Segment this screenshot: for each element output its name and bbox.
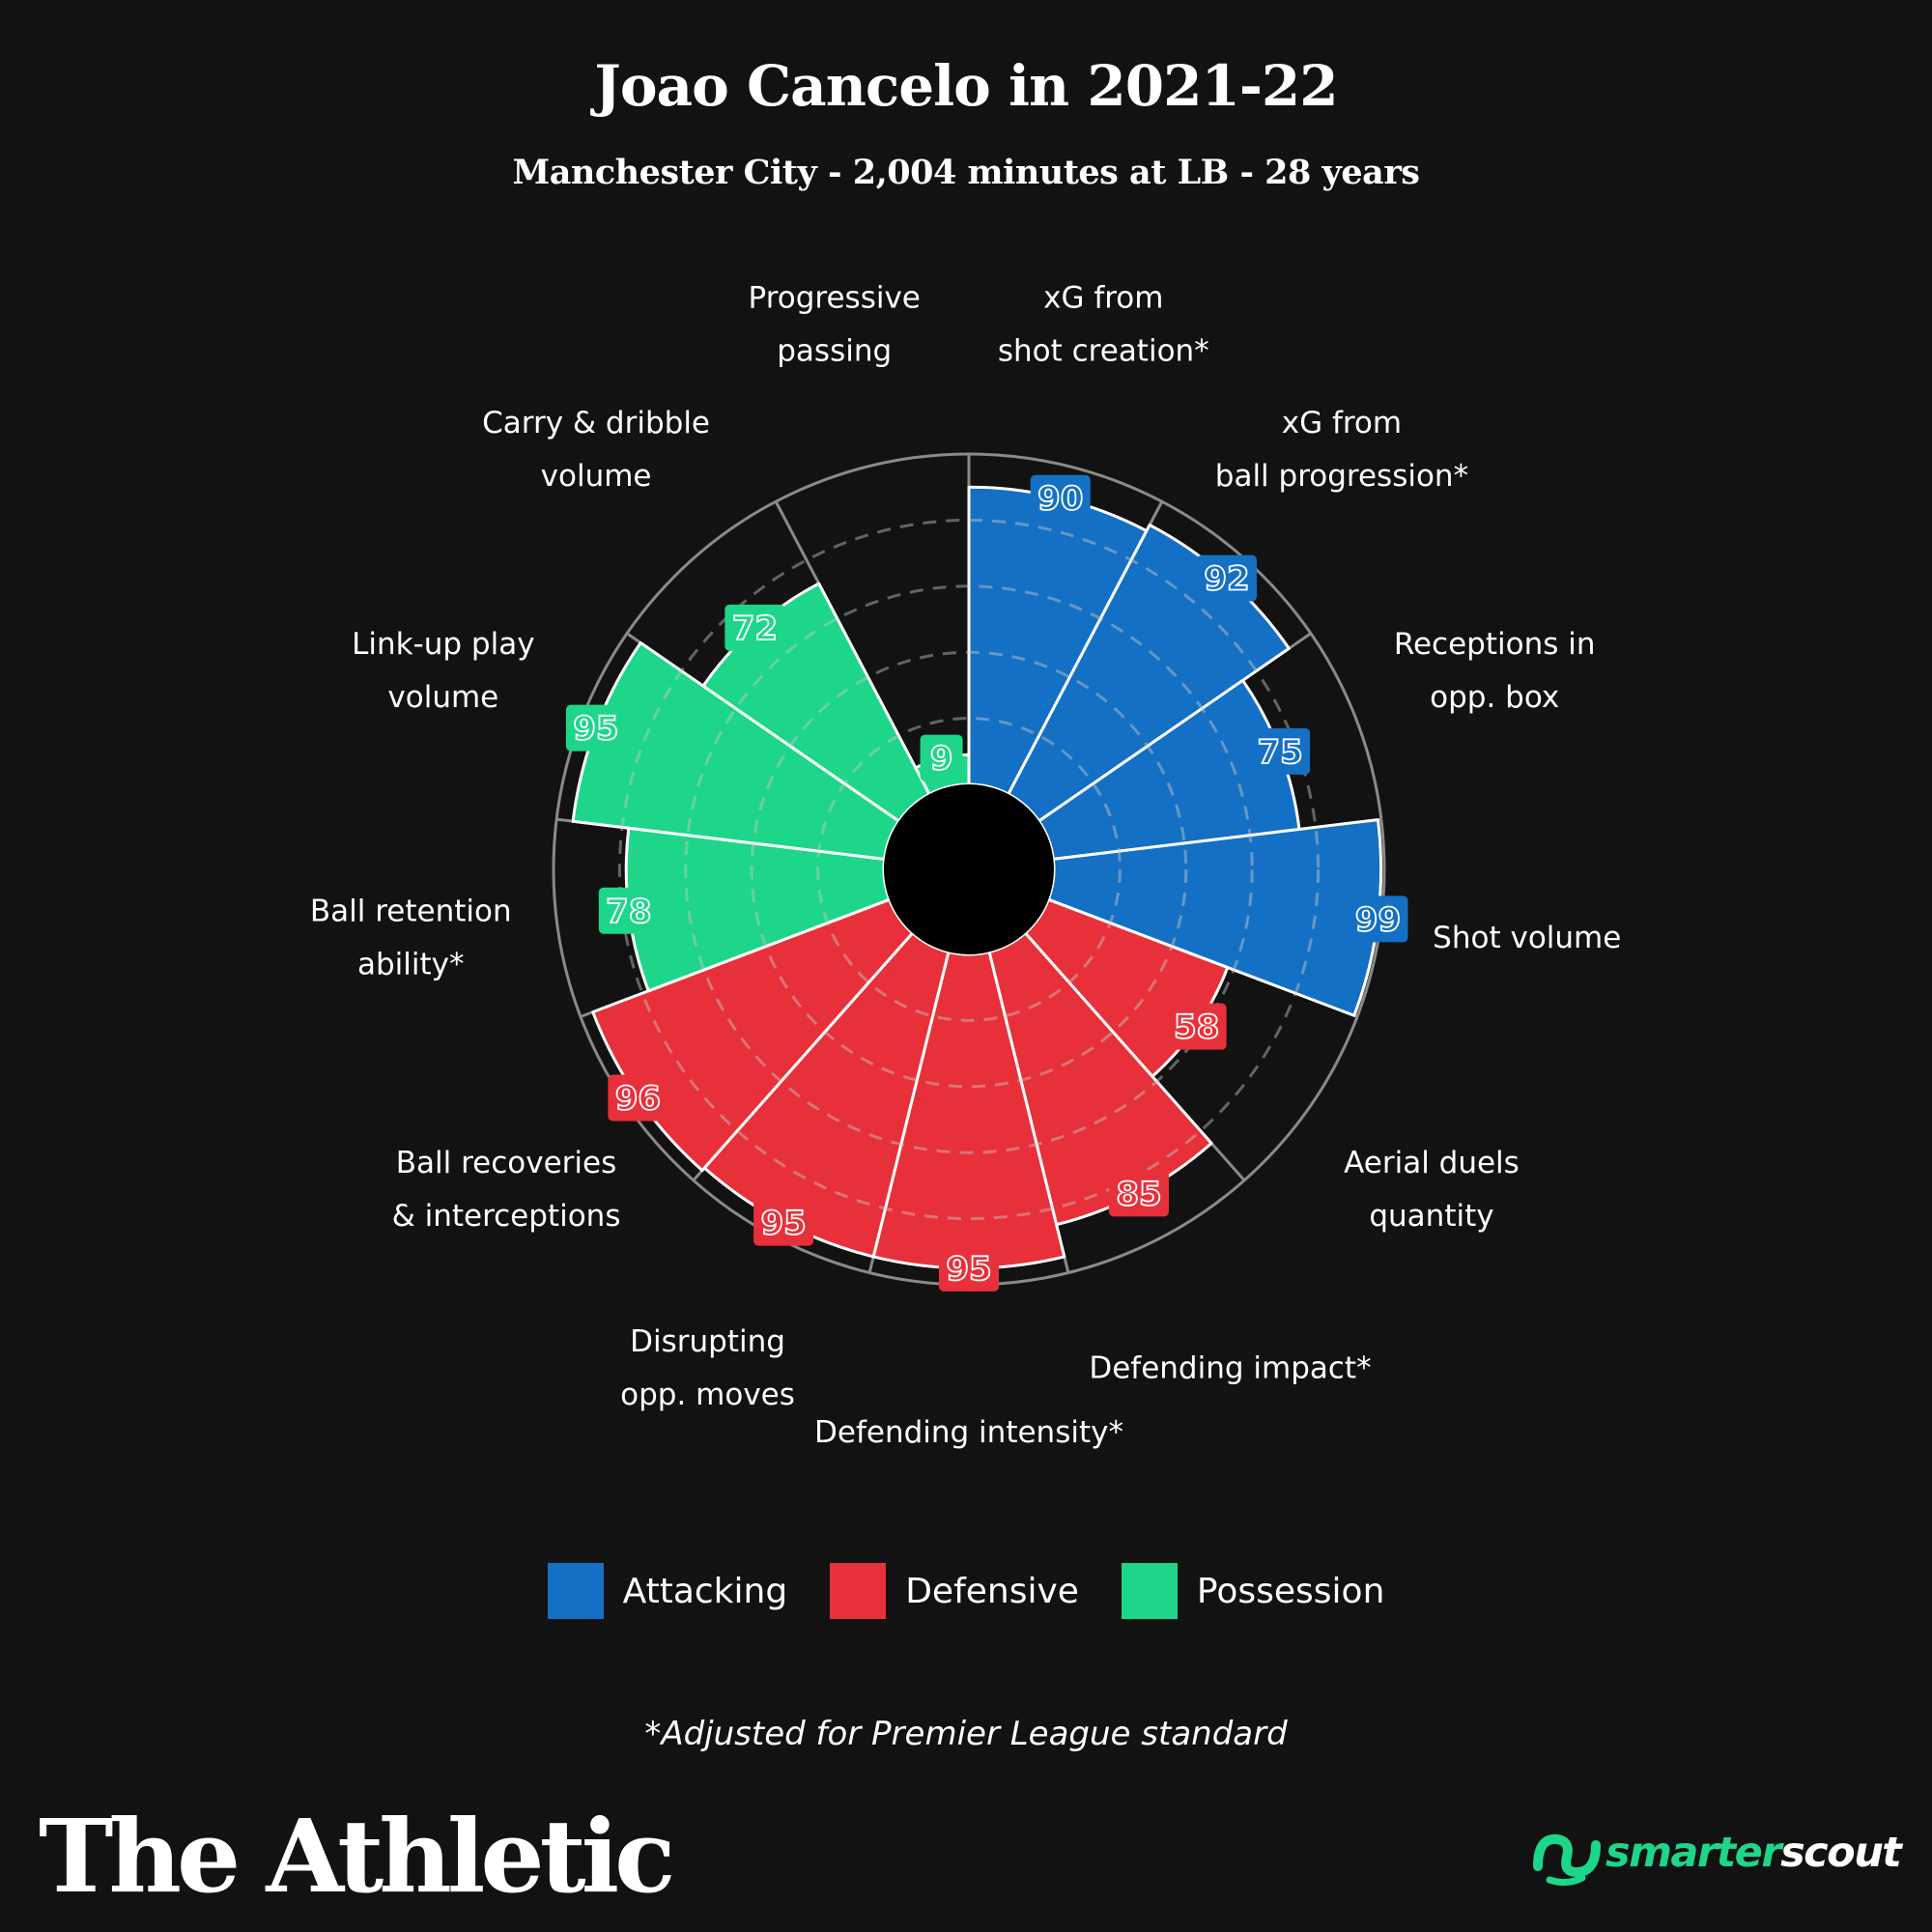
category-label-2: xG from ball progression*: [1215, 406, 1468, 494]
bar-4: [1046, 818, 1383, 1017]
category-label-line: volume: [541, 459, 652, 494]
grid-ring-60: [684, 584, 1254, 1154]
value-badge-8: [753, 1199, 814, 1246]
category-label-line: & interceptions: [392, 1199, 621, 1234]
grid-ring-80: [617, 518, 1321, 1221]
category-label-line: opp. moves: [620, 1378, 795, 1412]
value-label-2: 92: [1204, 560, 1249, 599]
smarterscout-icon: [1533, 1833, 1601, 1887]
legend-item-possession: Possession: [1121, 1563, 1385, 1619]
category-label-line: Shot volume: [1433, 921, 1621, 955]
value-badge-10: [598, 887, 659, 934]
value-badge-11: [565, 704, 626, 752]
category-label-6: Defending impact*: [1089, 1350, 1371, 1385]
center-hole: [884, 784, 1054, 954]
category-label-1: xG from shot creation*: [998, 280, 1209, 368]
category-label-line: Disrupting: [630, 1324, 785, 1359]
value-badge-9: [608, 1074, 668, 1122]
footnote: *Adjusted for Premier League standard: [644, 1715, 1288, 1753]
value-badge-4: [1348, 895, 1408, 943]
value-badge-12: [724, 604, 785, 651]
value-label-4: 99: [1355, 900, 1401, 939]
category-label-line: opp. box: [1430, 680, 1559, 715]
legend-swatch-possession: [1121, 1563, 1178, 1619]
category-label-13: Progressive passing: [749, 280, 921, 368]
value-badge-13: [920, 734, 963, 781]
category-label-9: Ball recoveries & interceptions: [392, 1146, 621, 1234]
legend-label-possession: Possession: [1196, 1571, 1385, 1611]
category-label-line: quantity: [1369, 1199, 1493, 1234]
category-label-10: Ball retention ability*: [310, 895, 512, 982]
category-label-4: Shot volume: [1433, 921, 1621, 955]
value-label-13: 9: [930, 740, 953, 779]
smarterscout-logo: smarter scout: [1528, 1818, 1902, 1888]
value-label-11: 95: [573, 710, 618, 749]
category-label-line: Ball recoveries: [396, 1146, 617, 1180]
category-label-5: Aerial duels quantity: [1344, 1146, 1520, 1234]
category-label-8: Disrupting opp. moves: [620, 1324, 795, 1412]
category-label-line: Progressive: [749, 280, 921, 315]
legend-swatch-attacking: [547, 1563, 604, 1619]
category-label-3: Receptions in opp. box: [1394, 627, 1596, 715]
category-label-7: Defending intensity*: [814, 1415, 1123, 1450]
value-label-12: 72: [732, 610, 778, 648]
smarterscout-text-2: scout: [1780, 1829, 1902, 1877]
value-badge-2: [1196, 554, 1257, 602]
category-label-11: Link-up play volume: [352, 627, 534, 715]
category-label-line: xG from: [1043, 280, 1163, 315]
value-label-5: 58: [1174, 1009, 1219, 1047]
category-label-line: shot creation*: [998, 333, 1209, 368]
legend-label-attacking: Attacking: [622, 1571, 788, 1611]
bar-1: [967, 485, 1149, 796]
value-badge-6: [1108, 1170, 1169, 1217]
chart-subtitle: Manchester City - 2,004 minutes at LB - …: [512, 153, 1420, 192]
category-label-line: ability*: [357, 948, 465, 982]
value-label-7: 95: [946, 1250, 991, 1289]
category-label-line: Link-up play: [352, 627, 534, 662]
category-label-line: Defending impact*: [1089, 1350, 1371, 1385]
category-label-12: Carry & dribble volume: [482, 406, 710, 494]
smarterscout-text-1: smarter: [1605, 1829, 1782, 1877]
category-label-line: Carry & dribble: [482, 406, 710, 440]
value-badge-7: [939, 1244, 999, 1292]
category-label-line: Defending intensity*: [814, 1415, 1123, 1450]
category-label-line: ball progression*: [1215, 459, 1468, 494]
category-label-line: Receptions in: [1394, 627, 1596, 662]
bar-7: [871, 950, 1066, 1270]
grid-ring-20: [816, 717, 1122, 1022]
value-label-8: 95: [760, 1205, 806, 1243]
category-label-line: Ball retention: [310, 895, 512, 929]
the-athletic-logo: The Athletic: [39, 1797, 675, 1916]
category-label-line: volume: [387, 680, 498, 715]
legend-item-defensive: Defensive: [830, 1563, 1079, 1619]
category-label-line: passing: [777, 333, 892, 368]
legend-label-defensive: Defensive: [905, 1571, 1079, 1611]
value-label-10: 78: [606, 893, 651, 931]
legend-swatch-defensive: [830, 1563, 887, 1619]
value-label-9: 96: [615, 1079, 661, 1118]
value-label-3: 75: [1257, 733, 1302, 772]
bar-8: [702, 931, 951, 1259]
value-label-6: 85: [1116, 1175, 1161, 1213]
value-badge-3: [1250, 727, 1311, 775]
value-badge-5: [1166, 1003, 1227, 1050]
legend-item-attacking: Attacking: [547, 1563, 788, 1619]
chart-title: Joao Cancelo in 2021-22: [594, 53, 1338, 119]
category-label-line: Aerial duels: [1344, 1146, 1520, 1180]
grid-ring-40: [750, 650, 1188, 1089]
legend: Attacking Defensive Possession: [0, 1563, 1932, 1619]
value-label-1: 90: [1037, 480, 1083, 519]
category-label-line: xG from: [1282, 406, 1402, 440]
value-badge-1: [1030, 474, 1091, 522]
